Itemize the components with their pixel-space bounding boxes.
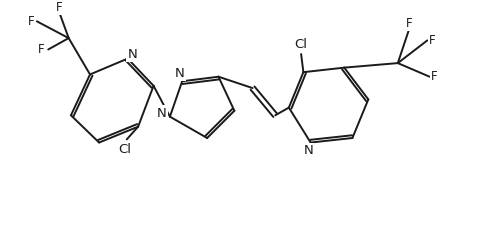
Text: F: F xyxy=(28,15,35,28)
Text: N: N xyxy=(175,67,185,80)
Text: N: N xyxy=(127,48,137,61)
Text: F: F xyxy=(429,34,435,47)
Text: N: N xyxy=(157,107,167,119)
Text: Cl: Cl xyxy=(295,37,308,50)
Text: F: F xyxy=(56,1,63,14)
Text: F: F xyxy=(406,17,413,30)
Text: F: F xyxy=(431,70,437,83)
Text: F: F xyxy=(38,43,44,56)
Text: Cl: Cl xyxy=(118,143,131,156)
Text: N: N xyxy=(304,144,313,157)
